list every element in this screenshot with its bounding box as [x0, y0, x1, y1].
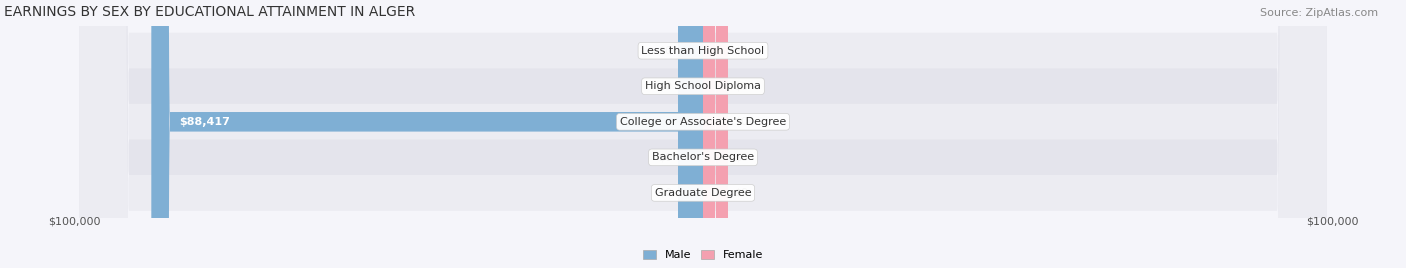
Text: EARNINGS BY SEX BY EDUCATIONAL ATTAINMENT IN ALGER: EARNINGS BY SEX BY EDUCATIONAL ATTAINMEN… [4, 5, 415, 19]
FancyBboxPatch shape [79, 0, 1327, 268]
FancyBboxPatch shape [703, 0, 728, 268]
Text: Less than High School: Less than High School [641, 46, 765, 56]
Text: $0: $0 [658, 152, 672, 162]
FancyBboxPatch shape [703, 0, 728, 268]
Text: $0: $0 [734, 117, 748, 127]
Text: $0: $0 [734, 188, 748, 198]
FancyBboxPatch shape [703, 0, 728, 268]
FancyBboxPatch shape [79, 0, 1327, 268]
FancyBboxPatch shape [152, 0, 703, 268]
FancyBboxPatch shape [678, 0, 703, 268]
FancyBboxPatch shape [703, 0, 728, 268]
FancyBboxPatch shape [79, 0, 1327, 268]
Text: Bachelor's Degree: Bachelor's Degree [652, 152, 754, 162]
Text: Graduate Degree: Graduate Degree [655, 188, 751, 198]
FancyBboxPatch shape [678, 0, 703, 268]
Text: $100,000: $100,000 [48, 216, 100, 226]
FancyBboxPatch shape [678, 0, 703, 268]
FancyBboxPatch shape [79, 0, 1327, 268]
Text: $88,417: $88,417 [179, 117, 229, 127]
Legend: Male, Female: Male, Female [643, 250, 763, 260]
Text: $0: $0 [734, 81, 748, 91]
Text: High School Diploma: High School Diploma [645, 81, 761, 91]
FancyBboxPatch shape [79, 0, 1327, 268]
FancyBboxPatch shape [678, 0, 703, 268]
Text: College or Associate's Degree: College or Associate's Degree [620, 117, 786, 127]
Text: $0: $0 [734, 152, 748, 162]
FancyBboxPatch shape [703, 0, 728, 268]
Text: $100,000: $100,000 [1306, 216, 1358, 226]
Text: $0: $0 [658, 188, 672, 198]
Text: Source: ZipAtlas.com: Source: ZipAtlas.com [1260, 8, 1378, 18]
Text: $0: $0 [658, 46, 672, 56]
Text: $0: $0 [658, 81, 672, 91]
Text: $0: $0 [734, 46, 748, 56]
